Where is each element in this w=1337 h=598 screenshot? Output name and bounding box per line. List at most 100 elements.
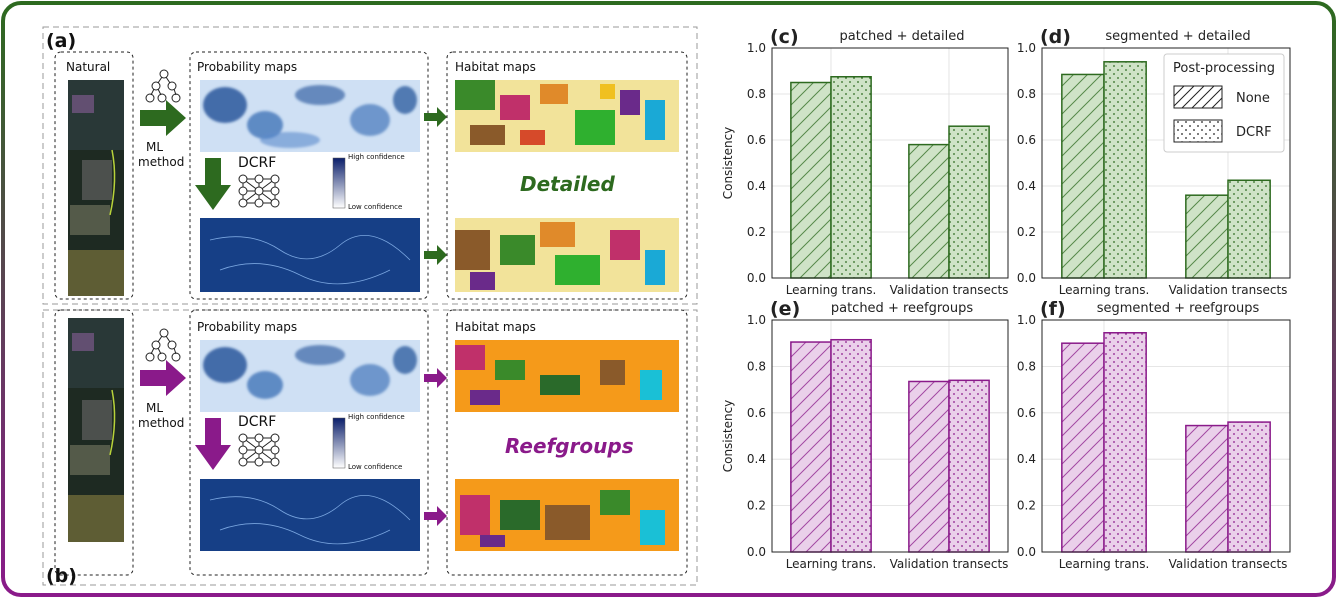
y-tick-label: 0.0	[747, 545, 766, 559]
dcrf-arrow-a	[195, 158, 231, 210]
ml-arrow-a	[140, 100, 186, 136]
y-tick-label: 0.4	[747, 452, 766, 466]
legend-label-none: None	[1236, 91, 1270, 106]
y-tick-label: 0.8	[747, 359, 766, 373]
habitat-arrow-b2	[424, 506, 447, 526]
chart-panel-letter: (f)	[1040, 298, 1066, 320]
ml-label-b-2: method	[138, 416, 185, 430]
y-tick-label: 0.4	[1017, 452, 1036, 466]
dcrf-label-a: DCRF	[238, 155, 277, 171]
habitat-map-detailed-raw	[455, 80, 679, 152]
x-tick-label: Validation transects	[1169, 557, 1288, 571]
habitat-maps-title-a: Habitat maps	[455, 60, 536, 74]
habitat-map-reefgroups-raw	[455, 340, 679, 412]
y-tick-label: 0.2	[747, 225, 766, 239]
chart-panel-letter: (e)	[770, 298, 800, 320]
ml-tree-icon-a	[145, 69, 181, 103]
prob-map-a-dcrf	[200, 218, 420, 292]
bar-dcrf-validation	[1227, 179, 1271, 279]
x-tick-label: Validation transects	[890, 283, 1009, 297]
result-label-detailed: Detailed	[520, 172, 615, 196]
habitat-arrow-a2	[424, 245, 447, 265]
dcrf-network-icon-b	[238, 433, 280, 467]
chart-panel-letter: (d)	[1040, 26, 1071, 48]
charts-region: 0.0 0.2 0.4 0.6 0.8 1.0 Learning trans. Validat…	[721, 26, 1291, 571]
y-axis-label: Consistency	[721, 400, 735, 473]
x-tick-label: Learning trans.	[786, 283, 877, 297]
y-tick-label: 0.4	[1017, 179, 1036, 193]
y-tick-label: 0.6	[1017, 133, 1036, 147]
axes-frame	[1041, 47, 1291, 279]
legend-title: Post-processing	[1173, 61, 1275, 76]
x-tick-label: Learning trans.	[1059, 283, 1150, 297]
prob-maps-title-a: Probability maps	[197, 60, 298, 74]
ml-label-a-1: ML	[146, 140, 164, 154]
x-tick-label: Validation transects	[1169, 283, 1288, 297]
y-tick-label: 0.8	[1017, 359, 1036, 373]
high-confidence-label-b: High confidence	[348, 413, 405, 421]
diagram-region	[42, 26, 698, 586]
y-tick-label: 1.0	[1017, 313, 1036, 327]
bar-dcrf-validation	[1227, 421, 1271, 553]
dcrf-label-b: DCRF	[238, 414, 277, 430]
habitat-map-detailed-dcrf	[455, 218, 679, 292]
habitat-arrow-b1	[424, 368, 447, 388]
natural-image-a	[68, 80, 124, 296]
prob-map-b-raw	[200, 340, 420, 412]
bar-dcrf-learning	[1103, 332, 1147, 553]
axes-frame	[771, 47, 1009, 279]
low-confidence-label-a: Low confidence	[348, 203, 403, 211]
y-tick-label: 1.0	[747, 41, 766, 55]
prob-map-b-dcrf	[200, 479, 420, 551]
chart-title: patched + detailed	[840, 29, 965, 44]
y-tick-label: 0.0	[1017, 271, 1036, 285]
y-tick-label: 0.0	[747, 271, 766, 285]
high-confidence-label-a: High confidence	[348, 153, 405, 161]
x-tick-label: Validation transects	[890, 557, 1009, 571]
prob-maps-title-b: Probability maps	[197, 320, 298, 334]
axes-frame	[1041, 319, 1291, 553]
ml-tree-icon-b	[145, 328, 181, 362]
y-tick-label: 0.2	[747, 499, 766, 513]
legend-swatch-dcrf	[1173, 119, 1223, 143]
ml-arrow-b	[140, 360, 186, 396]
y-tick-label: 0.6	[747, 406, 766, 420]
y-tick-label: 0.0	[1017, 545, 1036, 559]
y-tick-label: 0.2	[1017, 499, 1036, 513]
bar-dcrf-learning	[830, 338, 872, 553]
bar-none-learning	[790, 81, 832, 279]
confidence-colorbar-b	[332, 417, 346, 469]
y-tick-label: 0.8	[1017, 87, 1036, 101]
y-tick-label: 0.6	[1017, 406, 1036, 420]
bar-none-learning	[1061, 342, 1105, 553]
bar-dcrf-validation	[948, 125, 990, 279]
chart-title: segmented + detailed	[1105, 29, 1250, 44]
y-tick-label: 0.8	[747, 87, 766, 101]
bar-dcrf-validation	[948, 379, 990, 553]
bar-none-learning	[1061, 73, 1105, 279]
natural-label: Natural	[66, 60, 111, 74]
result-label-reefgroups: Reefgroups	[505, 434, 634, 458]
habitat-maps-title-b: Habitat maps	[455, 320, 536, 334]
axes-frame	[771, 319, 1009, 553]
chart-title: segmented + reefgroups	[1097, 301, 1260, 316]
prob-map-a-raw	[200, 80, 420, 152]
y-tick-label: 0.6	[747, 133, 766, 147]
x-tick-label: Learning trans.	[786, 557, 877, 571]
chart-title: patched + reefgroups	[831, 301, 973, 316]
bar-none-validation	[1185, 424, 1229, 553]
natural-image-b	[68, 318, 124, 542]
habitat-arrow-a1	[424, 107, 447, 127]
confidence-colorbar-a	[332, 157, 346, 209]
y-tick-label: 0.4	[747, 179, 766, 193]
x-tick-label: Learning trans.	[1059, 557, 1150, 571]
low-confidence-label-b: Low confidence	[348, 463, 403, 471]
y-tick-label: 0.2	[1017, 225, 1036, 239]
dcrf-arrow-b	[195, 418, 231, 470]
panel-letter-a: (a)	[46, 30, 77, 52]
dcrf-network-icon-a	[238, 174, 280, 208]
legend-swatch-none	[1173, 85, 1223, 109]
habitat-map-reefgroups-dcrf	[455, 479, 679, 551]
chart-panel-letter: (c)	[770, 26, 799, 48]
